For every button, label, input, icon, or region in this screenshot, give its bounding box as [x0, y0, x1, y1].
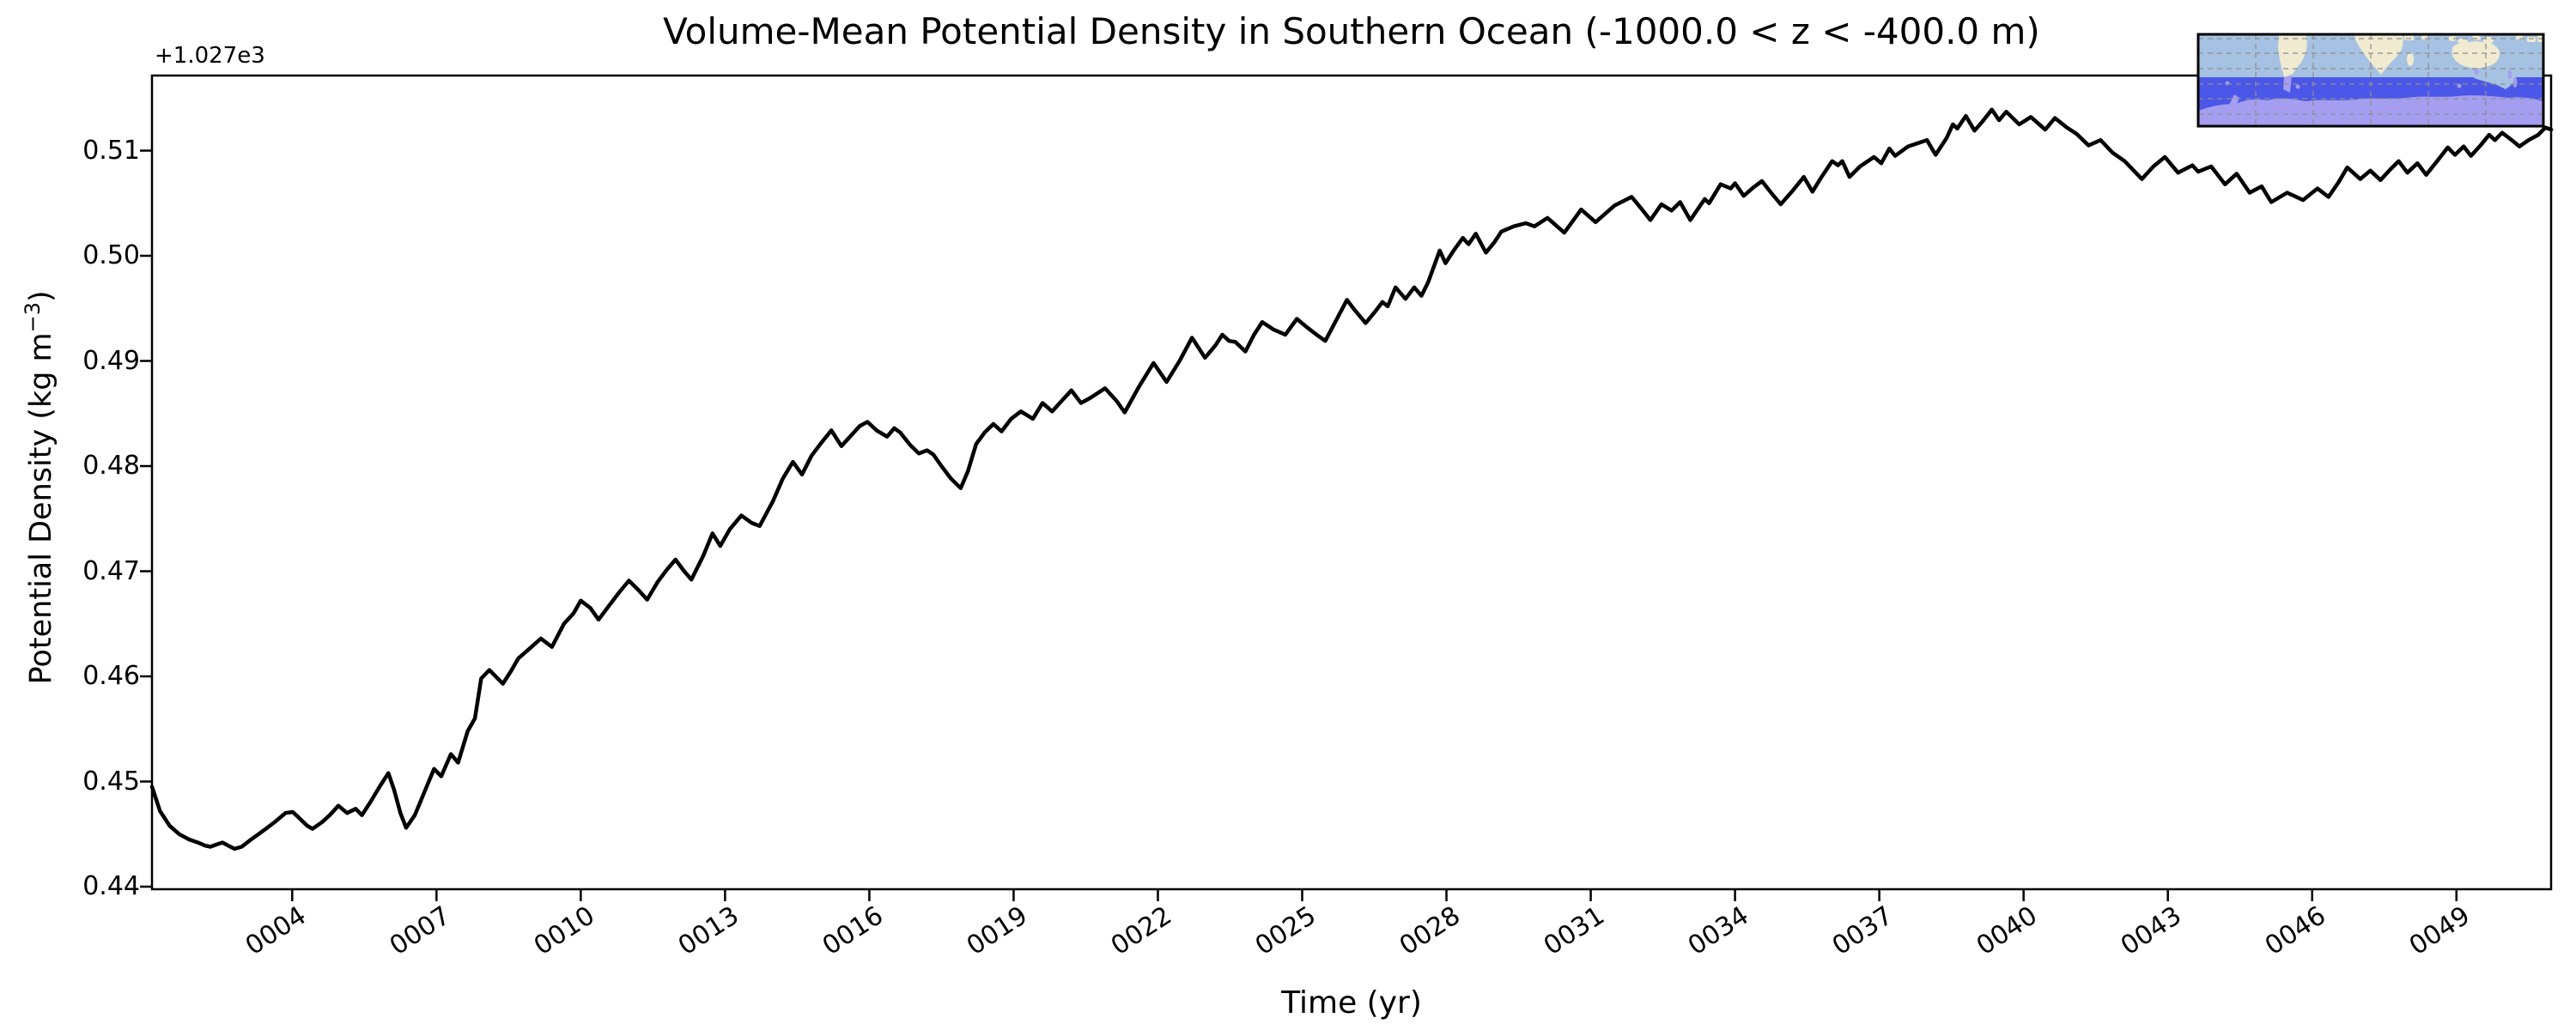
- y-axis-label-exponent: −3: [21, 301, 46, 333]
- y-axis-offset-label: +1.027e3: [155, 43, 265, 69]
- map-ocean-notch: [2473, 77, 2516, 89]
- x-axis-label: Time (yr): [1281, 985, 1422, 1021]
- map-south-america: [2278, 35, 2307, 82]
- y-tick-label: 0.45: [82, 766, 140, 797]
- axes-layer: [140, 74, 2553, 901]
- map-africa: [2354, 35, 2403, 75]
- map-tasmania: [2474, 70, 2479, 75]
- axes-spines: [150, 74, 2553, 891]
- map-antarctic-peninsula: [2229, 94, 2239, 106]
- density-line: [149, 107, 2554, 851]
- map-new-zealand-north: [2507, 70, 2512, 79]
- y-tick-label: 0.48: [82, 451, 140, 481]
- map-island-2: [2527, 37, 2536, 42]
- y-axis-label-text: Potential Density (kg m: [23, 332, 58, 685]
- map-new-zealand-south: [2512, 77, 2518, 88]
- y-tick-label: 0.50: [82, 240, 140, 270]
- map-australia: [2451, 41, 2500, 69]
- map-borneo: [2472, 35, 2481, 40]
- map-falklands: [2295, 84, 2300, 89]
- y-axis-label-close: ): [23, 290, 58, 302]
- data-line-layer: [149, 107, 2554, 851]
- map-sumatra: [2448, 36, 2457, 41]
- y-tick-label: 0.44: [82, 871, 140, 901]
- y-tick-label: 0.49: [82, 345, 140, 376]
- map-arabia: [2404, 35, 2414, 40]
- map-border: [2196, 33, 2545, 128]
- y-tick-label: 0.46: [82, 661, 140, 691]
- y-tick-label: 0.47: [82, 555, 140, 586]
- inset-map-layer: [2196, 33, 2545, 128]
- inset-map: [2196, 33, 2545, 128]
- y-tick-label: 0.51: [82, 135, 140, 166]
- chart-title: Volume-Mean Potential Density in Souther…: [663, 10, 2040, 52]
- map-madagascar: [2407, 52, 2414, 66]
